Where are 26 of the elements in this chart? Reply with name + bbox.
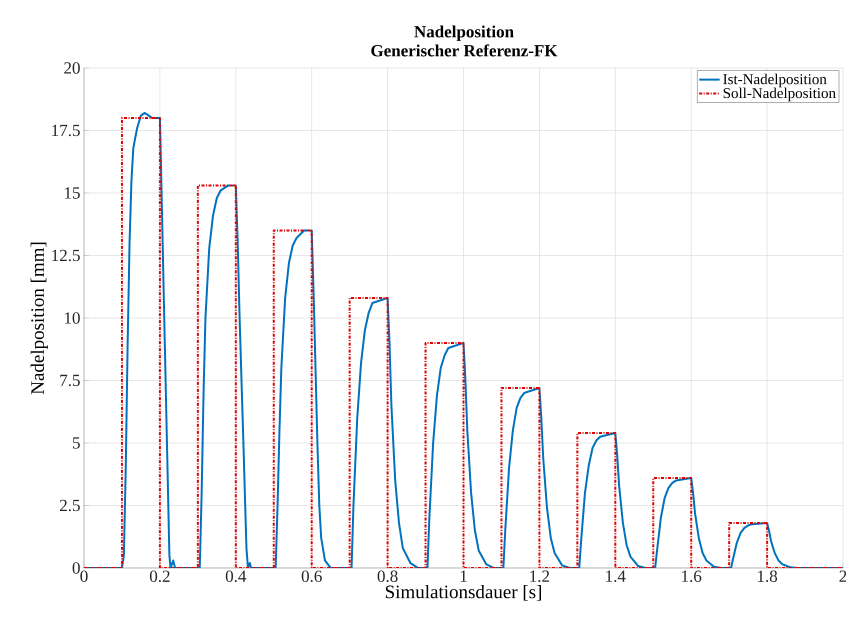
y-tick-label: 17.5: [52, 124, 80, 136]
y-tick-label: 7.5: [60, 374, 80, 386]
x-tick-label: 1: [460, 570, 467, 582]
x-tick-label: 0.4: [226, 570, 246, 582]
chart-subtitle: Generischer Referenz-FK: [371, 44, 558, 56]
x-tick-label: 0.2: [150, 570, 170, 582]
x-tick-label: 1.2: [530, 570, 550, 582]
chart-title: Nadelposition: [414, 25, 514, 41]
x-tick-label: 1.4: [606, 570, 626, 582]
y-tick-label: 20: [64, 62, 80, 74]
x-tick-label: 1.8: [758, 570, 778, 582]
x-tick-label: 0: [80, 570, 88, 582]
x-axis-title: Simulationsdauer [s]: [386, 584, 541, 601]
y-tick-label: 15: [64, 187, 80, 199]
x-tick-label: 0.8: [378, 570, 398, 582]
y-axis-title: Nadelposition [mm]: [30, 242, 48, 394]
legend-label: Ist-Nadelposition: [723, 74, 827, 88]
legend-label: Soll-Nadelposition: [724, 88, 836, 102]
y-tick-label: 2.5: [60, 500, 80, 512]
y-tick-label: 10: [64, 312, 80, 324]
y-tick-label: 12.5: [52, 250, 80, 262]
y-tick-label: 0: [72, 562, 80, 574]
x-tick-label: 1.6: [682, 570, 702, 582]
y-tick-label: 5: [72, 437, 80, 449]
x-tick-label: 0.6: [302, 570, 322, 582]
x-tick-label: 2: [840, 570, 846, 582]
